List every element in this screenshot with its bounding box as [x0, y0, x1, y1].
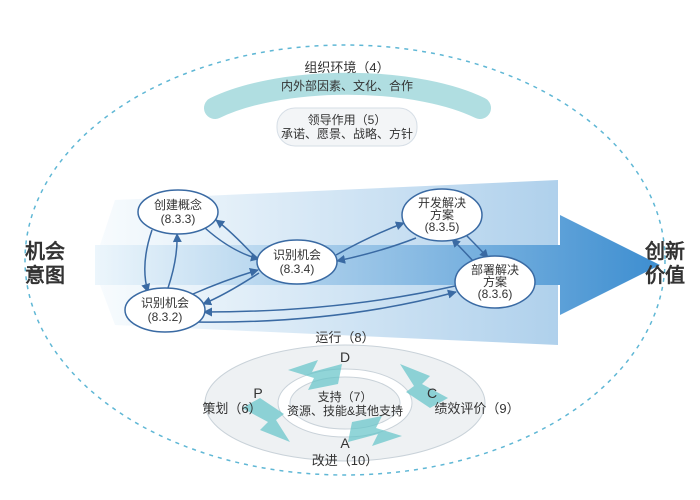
pdca-label-C: 绩效评价（9） [434, 401, 519, 416]
pdca-label-A: 改进（10） [312, 453, 378, 468]
leadership-title: 领导作用（5） [308, 113, 387, 127]
pdca-letter-P: P [253, 385, 262, 401]
pdca-letter-D: D [340, 349, 350, 365]
support-subtitle: 资源、技能&其他支持 [287, 403, 403, 418]
diagram-canvas: 组织环境（4） 内外部因素、文化、合作领导作用（5）承诺、愿景、战略、方针支持（7… [0, 0, 700, 500]
pdca-letter-A: A [340, 435, 350, 451]
svg-text:创建概念: 创建概念 [154, 197, 202, 212]
right-label-2: 价值 [645, 263, 685, 287]
svg-text:识别机会: 识别机会 [273, 248, 321, 262]
pdca-letter-C: C [427, 385, 437, 401]
run-label: 运行（8） [315, 330, 374, 345]
node-n833: 创建概念(8.3.3) [138, 190, 218, 234]
node-n832: 识别机会(8.3.2) [125, 288, 205, 332]
left-label-2: 意图 [25, 263, 65, 287]
support-title: 支持（7） [318, 389, 373, 404]
node-n835: 开发解决方案(8.3.5) [402, 189, 482, 241]
svg-text:(8.3.6): (8.3.6) [478, 287, 513, 301]
leadership-subtitle: 承诺、愿景、战略、方针 [281, 126, 413, 141]
right-label-1: 创新 [644, 239, 685, 263]
context-subtitle: 内外部因素、文化、合作 [281, 78, 413, 93]
svg-text:(8.3.2): (8.3.2) [148, 310, 183, 324]
left-label-1: 机会 [25, 239, 65, 263]
svg-text:(8.3.5): (8.3.5) [425, 220, 460, 234]
node-n834: 识别机会(8.3.4) [257, 240, 337, 284]
pdca-label-P: 策划（6） [202, 401, 261, 416]
svg-text:(8.3.3): (8.3.3) [161, 212, 196, 226]
svg-text:识别机会: 识别机会 [141, 296, 189, 310]
node-n836: 部署解决方案(8.3.6) [455, 256, 535, 308]
svg-text:(8.3.4): (8.3.4) [280, 262, 315, 276]
context-title: 组织环境（4） [304, 60, 389, 75]
